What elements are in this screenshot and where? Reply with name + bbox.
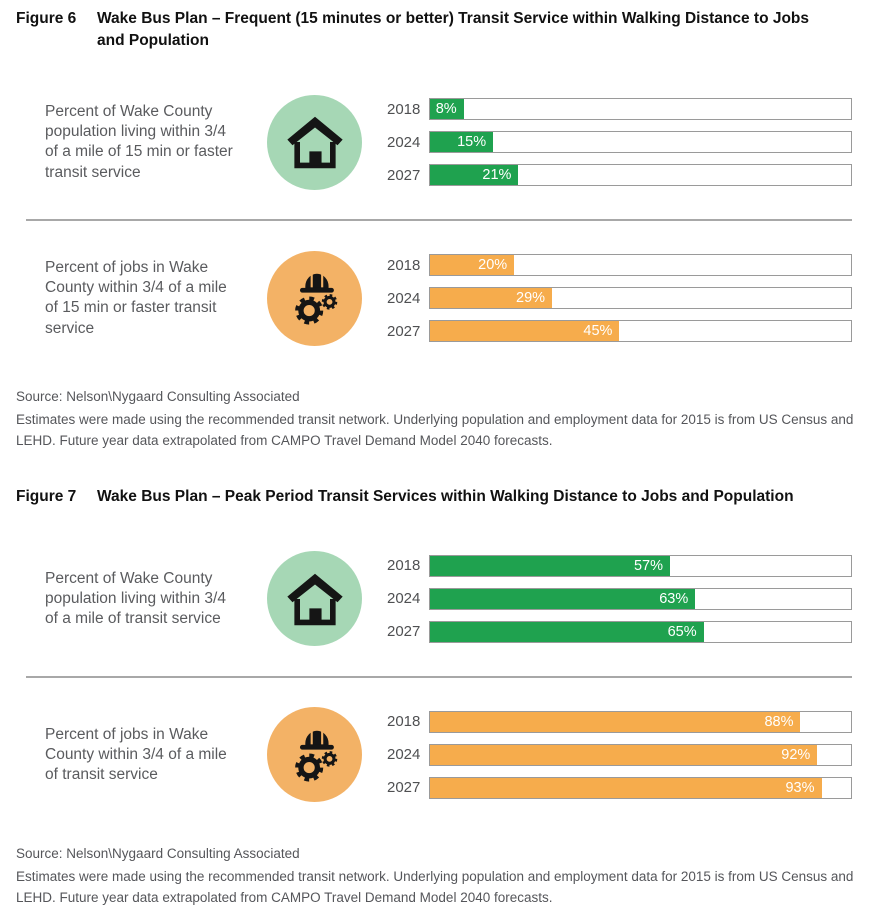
house-icon bbox=[267, 551, 362, 647]
bar-value-label: 15% bbox=[457, 134, 487, 151]
bar-track: 88% bbox=[429, 710, 852, 733]
bar-fill: 45% bbox=[430, 321, 620, 342]
bar-row: 2027 93% bbox=[387, 776, 852, 799]
bar-fill: 21% bbox=[430, 165, 519, 186]
bar-fill: 88% bbox=[430, 711, 801, 732]
year-label: 2027 bbox=[387, 166, 421, 184]
bar-track: 65% bbox=[429, 620, 852, 643]
bar-fill: 29% bbox=[430, 288, 553, 309]
bar-fill: 15% bbox=[430, 132, 494, 153]
bar-fill: 65% bbox=[430, 621, 704, 642]
bar-track: 93% bbox=[429, 776, 852, 799]
section-description: Percent of jobs in Wake County within 3/… bbox=[45, 259, 227, 337]
year-label: 2018 bbox=[387, 713, 421, 731]
bar-track: 20% bbox=[429, 254, 852, 277]
population-section: Percent of Wake County population living… bbox=[26, 75, 852, 209]
bar-group: 2018 8% 2024 15% 202 bbox=[387, 87, 852, 197]
bar-fill: 63% bbox=[430, 588, 696, 609]
bar-fill: 20% bbox=[430, 255, 515, 276]
bar-value-label: 57% bbox=[633, 557, 663, 574]
bar-value-label: 93% bbox=[785, 779, 815, 796]
bar-value-label: 88% bbox=[764, 713, 794, 730]
bar-row: 2024 63% bbox=[387, 587, 852, 610]
bar-track: 57% bbox=[429, 554, 852, 577]
figure-heading: Wake Bus Plan – Peak Period Transit Serv… bbox=[97, 488, 794, 506]
bar-value-label: 63% bbox=[659, 590, 689, 607]
figure-label: Figure 6 bbox=[16, 10, 77, 27]
bar-fill: 92% bbox=[430, 744, 818, 765]
bar-value-label: 65% bbox=[667, 623, 697, 640]
bar-row: 2018 57% bbox=[387, 554, 852, 577]
bar-track: 21% bbox=[429, 164, 852, 187]
bar-group: 2018 57% 2024 63% 20 bbox=[387, 544, 852, 654]
bar-fill: 57% bbox=[430, 555, 670, 576]
note-text: Estimates were made using the recommende… bbox=[16, 412, 854, 449]
figure-7-chart: Percent of Wake County population living… bbox=[0, 508, 880, 822]
bar-value-label: 21% bbox=[482, 167, 512, 184]
year-label: 2027 bbox=[387, 623, 421, 641]
source-text: Source: Nelson\Nygaard Consulting Associ… bbox=[16, 389, 300, 405]
bar-track: 29% bbox=[429, 287, 852, 310]
year-label: 2018 bbox=[387, 256, 421, 274]
source-text: Source: Nelson\Nygaard Consulting Associ… bbox=[16, 845, 300, 861]
bar-value-label: 20% bbox=[478, 257, 508, 274]
year-label: 2024 bbox=[387, 590, 421, 608]
house-icon bbox=[267, 94, 362, 190]
year-label: 2024 bbox=[387, 746, 421, 764]
bar-row: 2024 29% bbox=[387, 287, 852, 310]
bar-fill: 93% bbox=[430, 777, 822, 798]
bar-group: 2018 20% 2024 29% 20 bbox=[387, 243, 852, 353]
bar-row: 2018 88% bbox=[387, 710, 852, 733]
year-label: 2018 bbox=[387, 100, 421, 118]
jobs-section: Percent of jobs in Wake County within 3/… bbox=[26, 231, 852, 365]
bar-row: 2027 65% bbox=[387, 620, 852, 643]
section-description: Percent of jobs in Wake County within 3/… bbox=[45, 725, 227, 783]
bar-track: 63% bbox=[429, 587, 852, 610]
figure-7: Figure 7 Wake Bus Plan – Peak Period Tra… bbox=[0, 452, 880, 909]
bar-value-label: 8% bbox=[435, 101, 457, 118]
bar-group: 2018 88% 2024 92% 20 bbox=[387, 700, 852, 810]
section-divider bbox=[26, 219, 852, 222]
bar-value-label: 45% bbox=[583, 323, 613, 340]
hardhat-gears-icon bbox=[267, 707, 362, 803]
bar-track: 8% bbox=[429, 98, 852, 121]
figure-6-title-row: Figure 6 Wake Bus Plan – Frequent (15 mi… bbox=[0, 0, 880, 51]
bar-track: 15% bbox=[429, 131, 852, 154]
section-divider bbox=[26, 675, 852, 678]
jobs-section: Percent of jobs in Wake County within 3/… bbox=[26, 688, 852, 822]
year-label: 2024 bbox=[387, 289, 421, 307]
population-section: Percent of Wake County population living… bbox=[26, 532, 852, 666]
section-description: Percent of Wake County population living… bbox=[45, 103, 233, 181]
bar-row: 2027 45% bbox=[387, 320, 852, 343]
hardhat-gears-icon bbox=[267, 250, 362, 346]
bar-row: 2018 20% bbox=[387, 254, 852, 277]
bar-row: 2027 21% bbox=[387, 164, 852, 187]
bar-row: 2024 92% bbox=[387, 743, 852, 766]
year-label: 2024 bbox=[387, 133, 421, 151]
note-text: Estimates were made using the recommende… bbox=[16, 868, 854, 905]
year-label: 2027 bbox=[387, 322, 421, 340]
year-label: 2018 bbox=[387, 557, 421, 575]
year-label: 2027 bbox=[387, 779, 421, 797]
bar-fill: 8% bbox=[430, 99, 464, 120]
figure-heading: Wake Bus Plan – Frequent (15 minutes or … bbox=[97, 10, 810, 49]
figure-label: Figure 7 bbox=[16, 488, 77, 506]
bar-track: 45% bbox=[429, 320, 852, 343]
bar-track: 92% bbox=[429, 743, 852, 766]
bar-value-label: 29% bbox=[516, 290, 546, 307]
figure-7-title-row: Figure 7 Wake Bus Plan – Peak Period Tra… bbox=[0, 452, 880, 508]
figure-6-chart: Percent of Wake County population living… bbox=[0, 51, 880, 365]
bar-value-label: 92% bbox=[781, 746, 811, 763]
figure-6: Figure 6 Wake Bus Plan – Frequent (15 mi… bbox=[0, 0, 880, 452]
bar-row: 2024 15% bbox=[387, 131, 852, 154]
section-description: Percent of Wake County population living… bbox=[45, 569, 226, 627]
bar-row: 2018 8% bbox=[387, 98, 852, 121]
